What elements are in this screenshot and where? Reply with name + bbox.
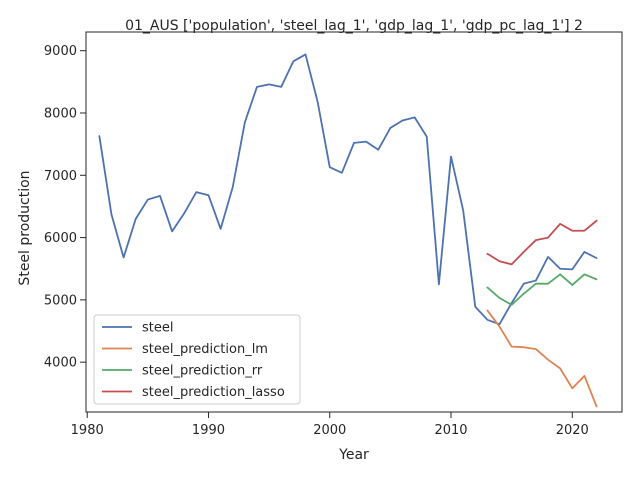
y-tick-label: 5000: [44, 293, 77, 308]
x-tick-label: 2000: [313, 423, 346, 438]
x-axis: 1980 1990 2000 2010 2020: [71, 412, 589, 438]
legend: steel steel_prediction_lm steel_prediction…: [93, 314, 301, 405]
x-tick-label: 1990: [192, 423, 225, 438]
legend-label: steel_prediction_rr: [142, 364, 263, 379]
series-line-steel-prediction-lasso: [486, 219, 598, 266]
series-line-steel: [98, 53, 598, 326]
y-tick-label: 4000: [44, 356, 77, 371]
legend-box: [93, 314, 301, 405]
x-tick-label: 1980: [71, 423, 104, 438]
series-line-steel-prediction-rr: [486, 273, 598, 306]
legend-label: steel_prediction_lasso: [142, 385, 285, 400]
y-tick-label: 6000: [44, 231, 77, 246]
y-tick-label: 7000: [44, 169, 77, 184]
legend-label: steel: [142, 321, 173, 336]
series-lines: [98, 53, 598, 408]
legend-label: steel_prediction_lm: [142, 342, 268, 357]
y-axis: 4000 5000 6000 7000 8000 9000: [44, 44, 86, 371]
y-tick-label: 8000: [44, 106, 77, 121]
x-tick-label: 2020: [556, 423, 589, 438]
plot-area-frame: [85, 31, 623, 413]
series-line-steel-prediction-lm: [486, 309, 598, 408]
x-axis-label: Year: [338, 447, 369, 463]
x-tick-label: 2010: [434, 423, 467, 438]
y-axis-label: Steel production: [17, 170, 33, 285]
chart-title: 01_AUS ['population', 'steel_lag_1', 'gd…: [125, 18, 583, 34]
y-tick-label: 9000: [44, 44, 77, 59]
